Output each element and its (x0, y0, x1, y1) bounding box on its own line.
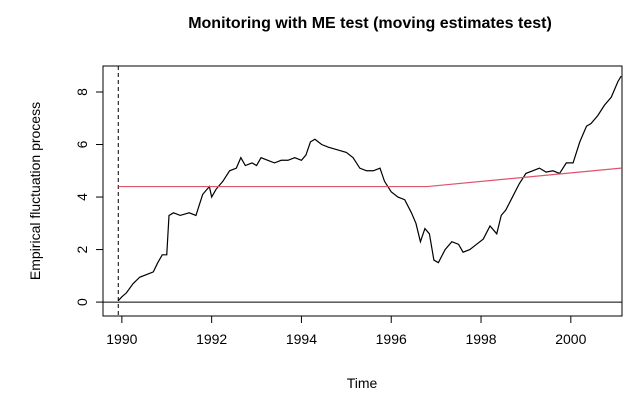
y-tick-label: 8 (74, 88, 90, 96)
x-axis-label: Time (347, 375, 378, 391)
chart-title: Monitoring with ME test (moving estimate… (188, 15, 552, 32)
y-axis-label: Empirical fluctuation process (27, 102, 43, 280)
y-tick-label: 2 (74, 245, 90, 253)
y-tick-label: 0 (74, 298, 90, 306)
x-tick-label: 1996 (376, 331, 407, 347)
x-tick-label: 2000 (555, 331, 586, 347)
x-tick-label: 1992 (196, 331, 227, 347)
x-tick-label: 1994 (286, 331, 317, 347)
series-line (117, 75, 622, 302)
y-tick-label: 6 (74, 140, 90, 148)
series-line (118, 167, 622, 188)
x-tick-label: 1998 (465, 331, 496, 347)
plot-frame (102, 65, 623, 317)
x-tick-label: 1990 (106, 331, 137, 347)
y-tick-label: 4 (74, 193, 90, 201)
